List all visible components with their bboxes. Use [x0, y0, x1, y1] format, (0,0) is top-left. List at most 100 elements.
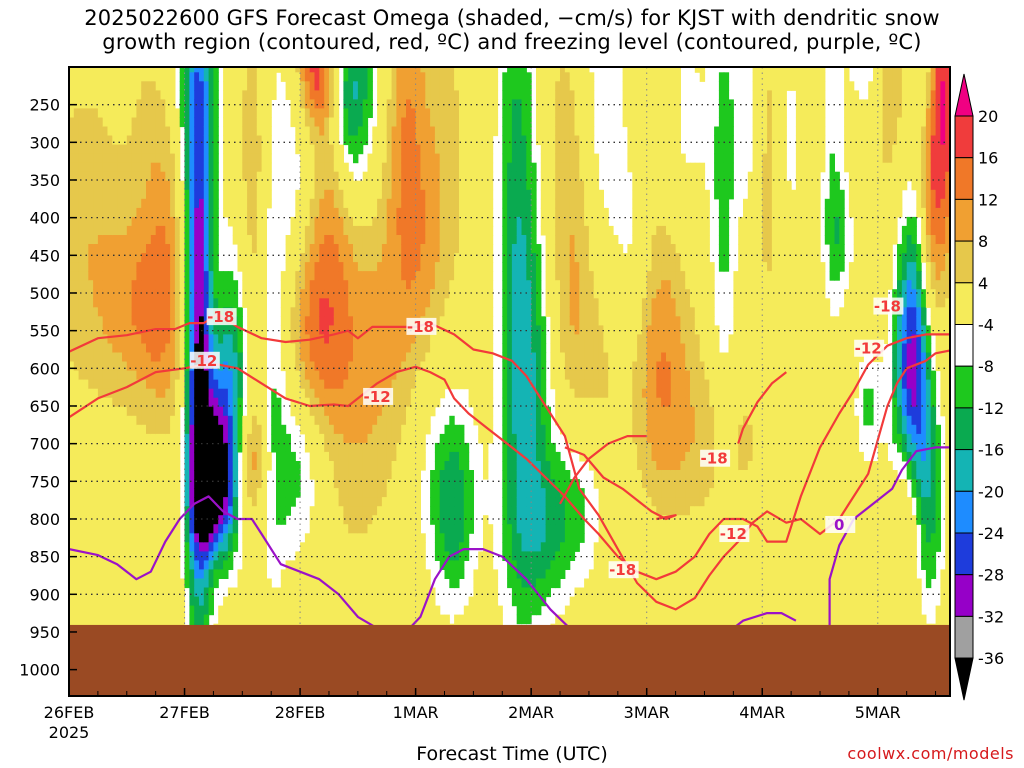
omega-cell — [227, 72, 234, 82]
omega-cell — [309, 90, 316, 100]
omega-cell — [131, 108, 137, 118]
omega-cell — [444, 361, 450, 372]
omega-cell — [165, 289, 171, 299]
omega-cell — [179, 117, 186, 128]
omega-cell — [223, 81, 229, 91]
omega-cell — [136, 235, 142, 245]
omega-cell — [401, 99, 407, 109]
omega-cell — [83, 596, 89, 607]
omega-cell — [136, 488, 142, 498]
omega-cell — [381, 569, 388, 579]
omega-cell — [329, 235, 335, 245]
omega-cell — [324, 352, 330, 363]
omega-cell — [261, 352, 267, 363]
omega-cell — [309, 352, 316, 363]
omega-cell — [83, 180, 89, 191]
omega-cell — [319, 207, 325, 218]
omega-cell — [333, 235, 340, 245]
omega-cell — [73, 470, 80, 480]
omega-cell — [131, 262, 137, 272]
omega-cell — [410, 298, 417, 308]
omega-cell — [117, 180, 123, 191]
omega-cell — [155, 135, 162, 146]
omega-cell — [179, 225, 186, 236]
omega-cell — [117, 451, 123, 462]
omega-cell — [454, 72, 460, 82]
omega-cell — [454, 307, 460, 317]
omega-cell — [251, 99, 258, 109]
omega-cell — [295, 198, 301, 209]
omega-cell — [174, 515, 181, 525]
omega-cell — [357, 497, 364, 507]
omega-cell — [329, 262, 335, 272]
omega-cell — [415, 506, 421, 516]
omega-cell — [174, 397, 181, 408]
omega-cell — [449, 108, 455, 118]
omega-cell — [348, 262, 354, 272]
omega-cell — [314, 379, 320, 390]
omega-cell — [194, 479, 200, 489]
omega-cell — [449, 198, 455, 209]
omega-cell — [444, 198, 450, 209]
omega-cell — [348, 67, 354, 73]
omega-cell — [309, 72, 316, 82]
omega-cell — [377, 524, 383, 534]
omega-cell — [141, 67, 147, 73]
omega-cell — [261, 307, 267, 317]
omega-cell — [78, 216, 84, 227]
omega-cell — [362, 225, 369, 236]
omega-cell — [232, 280, 239, 290]
omega-cell — [88, 587, 94, 598]
omega-cell — [136, 515, 142, 525]
omega-cell — [131, 81, 137, 91]
omega-cell — [420, 262, 426, 272]
omega-cell — [420, 99, 426, 109]
omega-cell — [391, 207, 397, 218]
omega-cell — [377, 244, 383, 254]
omega-cell — [362, 198, 369, 209]
omega-cell — [170, 569, 176, 579]
omega-cell — [444, 614, 450, 625]
omega-cell — [324, 235, 330, 245]
omega-cell — [348, 180, 354, 191]
omega-cell — [170, 99, 176, 109]
omega-cell — [199, 569, 205, 579]
omega-cell — [280, 488, 287, 498]
omega-cell — [112, 515, 118, 525]
omega-cell — [304, 216, 311, 227]
omega-cell — [117, 298, 123, 308]
omega-cell — [357, 262, 364, 272]
omega-cell — [102, 560, 109, 570]
omega-cell — [218, 343, 224, 354]
omega-cell — [377, 406, 383, 417]
omega-cell — [165, 216, 171, 227]
omega-cell — [406, 180, 412, 191]
omega-cell — [415, 533, 421, 543]
omega-cell — [131, 488, 137, 498]
omega-cell — [199, 406, 205, 417]
omega-cell — [136, 542, 142, 552]
omega-cell — [150, 524, 157, 534]
omega-cell — [314, 406, 320, 417]
omega-cell — [377, 533, 383, 543]
omega-cell — [184, 524, 190, 534]
omega-cell — [401, 235, 407, 245]
omega-cell — [218, 605, 224, 616]
omega-cell — [295, 117, 301, 128]
omega-cell — [150, 433, 157, 444]
omega-cell — [420, 153, 426, 164]
omega-cell — [449, 424, 455, 435]
omega-cell — [372, 153, 378, 164]
omega-cell — [454, 198, 460, 209]
omega-cell — [146, 316, 152, 326]
omega-cell — [420, 614, 426, 625]
omega-cell — [276, 605, 282, 616]
omega-cell — [179, 280, 186, 290]
omega-cell — [309, 207, 316, 218]
omega-cell — [314, 470, 320, 480]
omega-cell — [304, 81, 311, 91]
omega-cell — [203, 515, 210, 525]
omega-cell — [199, 560, 205, 570]
omega-cell — [261, 587, 267, 598]
omega-cell — [83, 415, 89, 426]
